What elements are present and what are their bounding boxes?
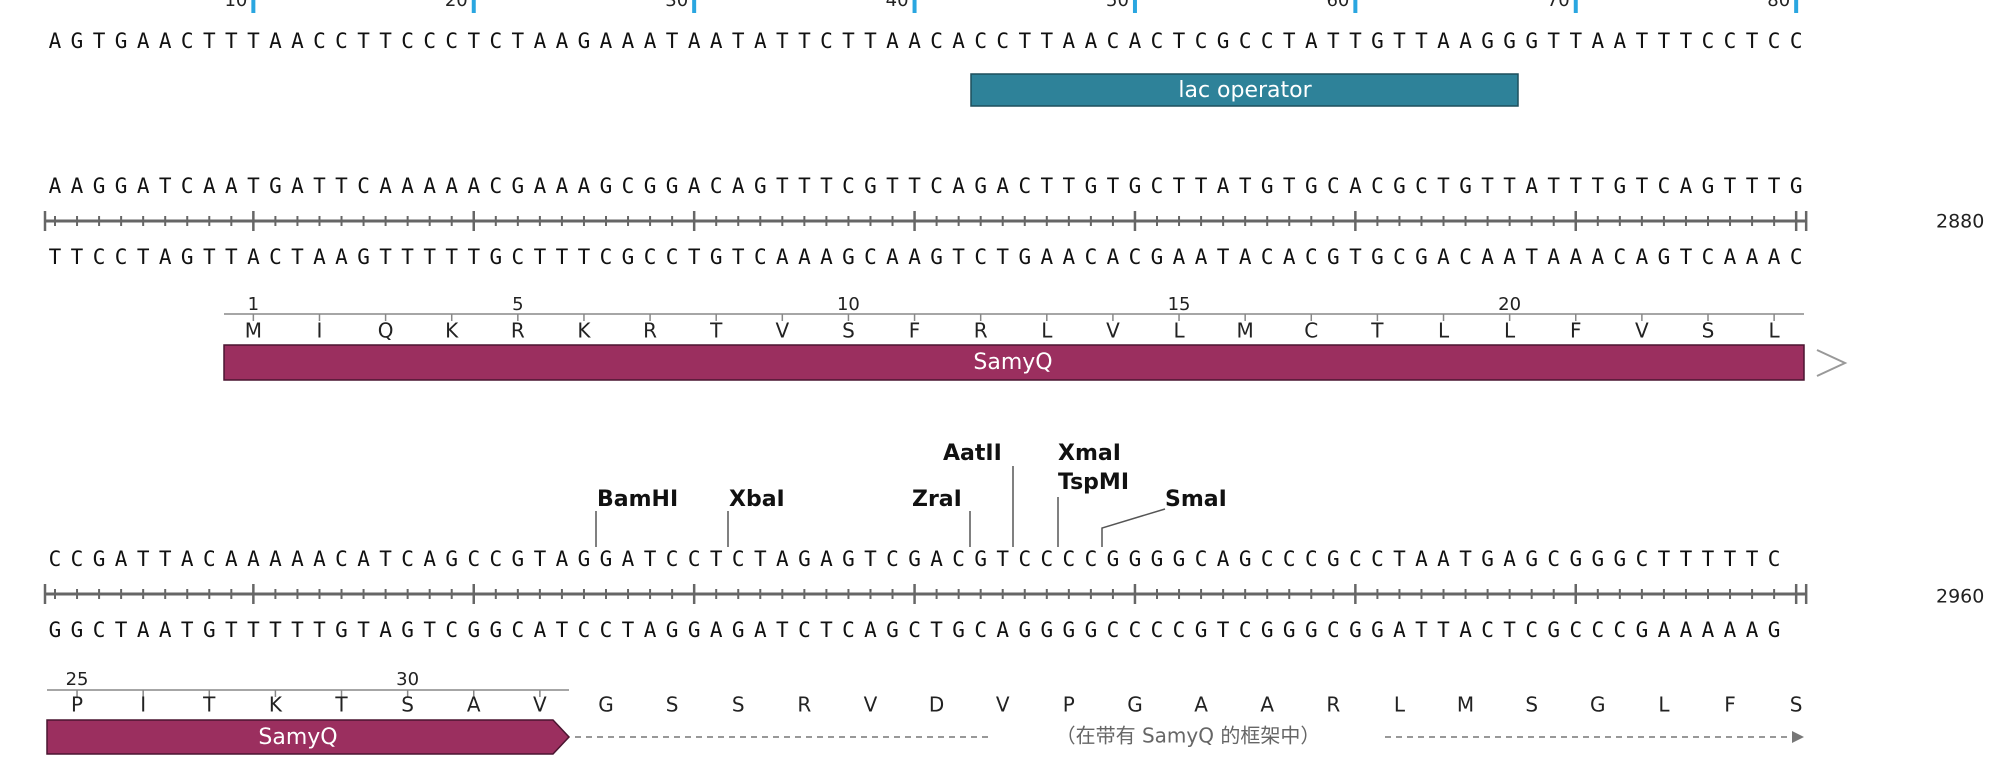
- amino-acid: M: [1457, 693, 1474, 717]
- amino-acid: V: [1635, 319, 1649, 343]
- amino-acid: V: [533, 693, 547, 717]
- residue-number: 15: [1168, 294, 1191, 315]
- amino-acid: D: [929, 693, 944, 717]
- amino-acid: T: [334, 693, 348, 717]
- ruler-number: 10: [224, 0, 247, 11]
- enzyme-label[interactable]: ZraI: [912, 487, 962, 512]
- ruler-number: 60: [1326, 0, 1349, 11]
- amino-acid: R: [974, 319, 988, 343]
- amino-acid: M: [1237, 319, 1254, 343]
- amino-acid: R: [643, 319, 657, 343]
- enzyme-label[interactable]: AatII: [943, 441, 1002, 466]
- amino-acid: S: [1702, 319, 1715, 343]
- frame-note: （在带有 SamyQ 的框架中）: [1056, 724, 1321, 748]
- residue-number: 20: [1498, 294, 1521, 315]
- lac-operator-feature[interactable]: [970, 73, 1519, 107]
- frame-arrowhead: [1792, 731, 1804, 743]
- amino-acid: V: [775, 319, 789, 343]
- residue-number: 1: [248, 294, 259, 315]
- ruler-number: 20: [445, 0, 468, 11]
- ruler-number: 80: [1767, 0, 1790, 11]
- feature-label[interactable]: SamyQ: [973, 350, 1052, 375]
- amino-acid: L: [1769, 319, 1781, 343]
- amino-acid: S: [401, 693, 414, 717]
- amino-acid: S: [732, 693, 745, 717]
- feature-label[interactable]: SamyQ: [258, 725, 337, 750]
- amino-acid: S: [842, 319, 855, 343]
- enzyme-label[interactable]: SmaI: [1165, 487, 1227, 512]
- sequence-strand: CCGATTACAAAAACATCAGCCGTAGGATCCTCTAGAGTCG…: [49, 547, 1781, 571]
- amino-acid: V: [864, 693, 878, 717]
- amino-acid: A: [467, 693, 481, 717]
- amino-acid: F: [1570, 319, 1582, 343]
- enzyme-label[interactable]: XmaI: [1058, 441, 1121, 466]
- feature-label[interactable]: lac operator: [1178, 78, 1312, 103]
- amino-acid: P: [71, 693, 83, 717]
- amino-acid: R: [511, 319, 525, 343]
- amino-acid: G: [598, 693, 614, 717]
- ruler-number: 50: [1106, 0, 1129, 11]
- amino-acid: S: [666, 693, 679, 717]
- amino-acid: G: [1590, 693, 1606, 717]
- amino-acid: L: [1041, 319, 1053, 343]
- amino-acid: I: [317, 319, 323, 343]
- amino-acid: V: [996, 693, 1010, 717]
- amino-acid: T: [1370, 319, 1384, 343]
- enzyme-label[interactable]: XbaI: [729, 487, 785, 512]
- residue-number: 5: [512, 294, 523, 315]
- amino-acid: L: [1504, 319, 1516, 343]
- sequence-strand: GGCTAATGTTTTTGTAGTCGGCATCCTAGGAGATCTCAGC…: [49, 618, 1781, 642]
- sequence-strand: AAGGATCAATGATTCAAAAACGAAAGCGGACAGTTTCGTT…: [49, 174, 1803, 198]
- ruler-number: 40: [886, 0, 909, 11]
- amino-acid: F: [1724, 693, 1736, 717]
- amino-acid: R: [1326, 693, 1340, 717]
- feature-continues-arrow: [1816, 349, 1848, 377]
- amino-acid: L: [1394, 693, 1406, 717]
- amino-acid: I: [140, 693, 146, 717]
- amino-acid: T: [709, 319, 723, 343]
- position-number: 2960: [1936, 586, 1984, 608]
- amino-acid: K: [577, 319, 591, 343]
- sequence-strand: AGTGAACTTTAACCTTCCCTCTAAGAAATAATATTCTTAA…: [49, 29, 1803, 53]
- position-number: 2880: [1936, 211, 1984, 233]
- amino-acid: F: [909, 319, 921, 343]
- amino-acid: Q: [378, 319, 394, 343]
- residue-number: 30: [396, 669, 419, 690]
- amino-acid: R: [797, 693, 811, 717]
- ruler-number: 30: [665, 0, 688, 11]
- amino-acid: P: [1063, 693, 1075, 717]
- samyq-feature[interactable]: [223, 344, 1805, 381]
- amino-acid: A: [1194, 693, 1208, 717]
- amino-acid: K: [445, 319, 459, 343]
- amino-acid: C: [1304, 319, 1318, 343]
- amino-acid: M: [245, 319, 262, 343]
- amino-acid: S: [1790, 693, 1803, 717]
- samyq-feature[interactable]: [46, 719, 571, 755]
- enzyme-label[interactable]: BamHI: [597, 487, 678, 512]
- amino-acid: L: [1438, 319, 1450, 343]
- amino-acid: T: [202, 693, 216, 717]
- amino-acid: L: [1658, 693, 1670, 717]
- residue-number: 10: [837, 294, 860, 315]
- amino-acid: K: [269, 693, 283, 717]
- cut-site-line: [1101, 508, 1166, 547]
- amino-acid: V: [1106, 319, 1120, 343]
- residue-number: 25: [66, 669, 89, 690]
- amino-acid: A: [1260, 693, 1274, 717]
- ruler-number: 70: [1547, 0, 1570, 11]
- amino-acid: G: [1127, 693, 1143, 717]
- amino-acid: L: [1173, 319, 1185, 343]
- amino-acid: S: [1525, 693, 1538, 717]
- sequence-strand: TTCCTAGTTACTAAGTTTTTGCTTTCGCCTGTCAAAGCAA…: [49, 245, 1803, 269]
- enzyme-label[interactable]: TspMI: [1058, 470, 1129, 495]
